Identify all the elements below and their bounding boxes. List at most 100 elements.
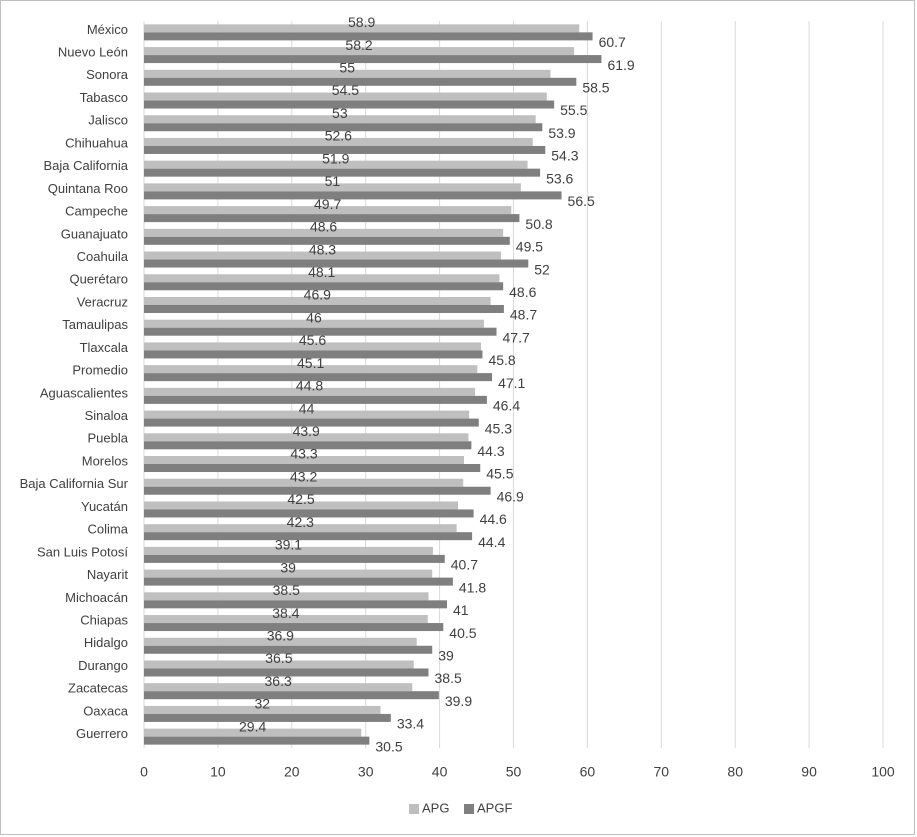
bar-apgf xyxy=(144,509,474,518)
data-label-apgf: 53.6 xyxy=(546,170,573,186)
data-label-apg: 36.3 xyxy=(265,673,292,689)
bar-apgf xyxy=(144,168,541,177)
bar-apg xyxy=(144,615,428,624)
category-label: Promedio xyxy=(72,363,128,378)
bar-apgf xyxy=(144,55,602,64)
bar-apgf xyxy=(144,418,479,427)
bar-apgf xyxy=(144,214,520,223)
data-label-apgf: 33.4 xyxy=(397,716,424,732)
bar-apgf xyxy=(144,373,493,382)
data-label-apg: 49.7 xyxy=(314,196,341,212)
bar-apg xyxy=(144,569,433,578)
category-label: Zacatecas xyxy=(68,681,128,696)
bar-apg xyxy=(144,296,491,305)
data-label-apgf: 44.3 xyxy=(477,443,504,459)
data-label-apg: 38.5 xyxy=(273,582,300,598)
data-label-apg: 42.5 xyxy=(287,491,314,507)
category-label: Chihuahua xyxy=(65,135,129,150)
data-label-apg: 36.5 xyxy=(265,650,292,666)
category-label: Tlaxcala xyxy=(80,340,129,355)
x-tick-label: 80 xyxy=(727,764,743,780)
data-label-apgf: 54.3 xyxy=(551,148,578,164)
bar-apg xyxy=(144,546,433,555)
category-label: Guanajuato xyxy=(61,226,128,241)
x-tick-label: 60 xyxy=(580,764,596,780)
data-label-apgf: 44.6 xyxy=(480,511,507,527)
bar-apgf xyxy=(144,395,487,404)
x-tick-label: 70 xyxy=(654,764,670,780)
data-label-apgf: 53.9 xyxy=(548,125,575,141)
category-label: Morelos xyxy=(82,453,129,468)
bar-apg xyxy=(144,92,547,101)
bar-apgf xyxy=(144,259,529,268)
bar-apg xyxy=(144,410,470,419)
data-label-apg: 54.5 xyxy=(332,82,359,98)
category-label: Aguascalientes xyxy=(40,385,129,400)
bar-apg xyxy=(144,183,521,192)
data-label-apg: 53 xyxy=(332,105,348,121)
bar-apgf xyxy=(144,123,543,132)
category-label: Querétaro xyxy=(69,272,128,287)
bar-apgf xyxy=(144,600,447,609)
bar-apg xyxy=(144,274,500,283)
bar-apg xyxy=(144,115,536,124)
data-label-apgf: 40.7 xyxy=(451,557,478,573)
bar-apgf xyxy=(144,441,472,450)
x-tick-label: 40 xyxy=(432,764,448,780)
data-label-apgf: 49.5 xyxy=(516,239,543,255)
bar-apgf xyxy=(144,77,577,86)
x-axis-tick-labels: 0 10 20 30 40 50 60 70 80 90 100 xyxy=(140,764,895,780)
data-label-apg: 48.1 xyxy=(308,264,335,280)
category-label: Tabasco xyxy=(80,90,128,105)
data-label-apgf: 46.4 xyxy=(493,398,520,414)
category-label: Nuevo León xyxy=(58,45,128,60)
data-label-apgf: 45.8 xyxy=(488,352,515,368)
data-label-apg: 51.9 xyxy=(322,150,349,166)
legend-swatch-apg xyxy=(409,804,419,814)
data-label-apgf: 41.8 xyxy=(459,579,486,595)
data-label-apg: 55 xyxy=(339,60,355,76)
bar-apgf xyxy=(144,32,593,41)
data-label-apgf: 61.9 xyxy=(607,57,634,73)
bar-apg xyxy=(144,728,362,737)
data-label-apg: 58.2 xyxy=(345,37,372,53)
category-label: Quintana Roo xyxy=(48,181,128,196)
bar-apg xyxy=(144,251,501,260)
data-label-apgf: 45.3 xyxy=(485,420,512,436)
bar-apgf xyxy=(144,350,483,359)
bar-apg xyxy=(144,456,464,465)
bar-apgf xyxy=(144,236,510,245)
data-label-apgf: 48.7 xyxy=(510,307,537,323)
data-label-apg: 32 xyxy=(254,696,270,712)
data-label-apgf: 56.5 xyxy=(568,193,595,209)
data-label-apg: 39.1 xyxy=(275,537,302,553)
bar-apgf xyxy=(144,304,504,313)
bar-apg xyxy=(144,342,481,351)
bar-apgf xyxy=(144,486,491,495)
data-label-apg: 45.6 xyxy=(299,332,326,348)
legend-swatch-apgf xyxy=(464,804,474,814)
bar-apgf xyxy=(144,623,444,632)
data-label-apgf: 45.5 xyxy=(486,466,513,482)
bar-apgf xyxy=(144,327,497,336)
bar-apg xyxy=(144,69,551,78)
data-label-apgf: 39 xyxy=(438,647,454,663)
data-label-apg: 44 xyxy=(299,400,315,416)
category-label: Jalisco xyxy=(88,113,128,128)
x-tick-label: 20 xyxy=(284,764,300,780)
data-label-apg: 45.1 xyxy=(297,355,324,371)
category-label: Oaxaca xyxy=(83,703,129,718)
bar-apgf xyxy=(144,464,481,473)
bar-apgf xyxy=(144,736,370,745)
data-label-apgf: 40.5 xyxy=(449,625,476,641)
bar-apgf xyxy=(144,645,433,654)
data-label-apgf: 52 xyxy=(534,261,550,277)
bar-apgf xyxy=(144,191,562,200)
data-label-apg: 48.6 xyxy=(310,219,337,235)
bar-apgf xyxy=(144,577,453,586)
bar-apg xyxy=(144,206,512,215)
data-label-apgf: 47.7 xyxy=(503,329,530,345)
data-label-apg: 42.3 xyxy=(287,514,314,530)
